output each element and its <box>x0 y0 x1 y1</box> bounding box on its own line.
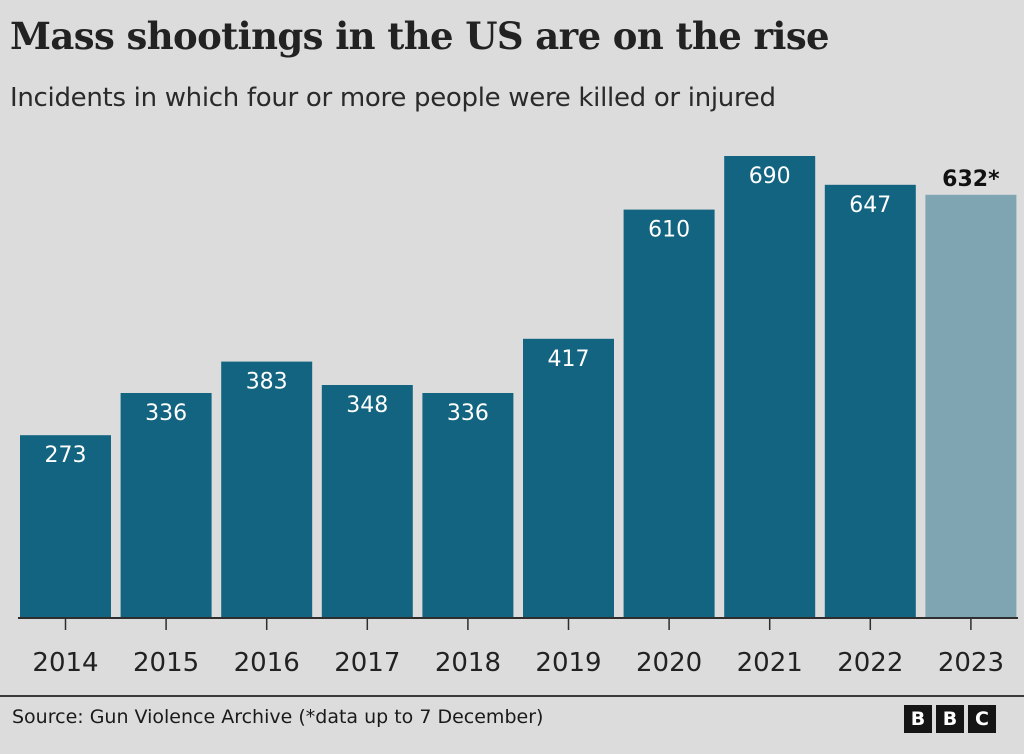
bar-2019 <box>523 338 614 618</box>
chart-title: Mass shootings in the US are on the rise <box>10 14 830 58</box>
value-label-2023: 632* <box>942 167 1000 192</box>
x-tick-label-2015: 2015 <box>133 648 199 678</box>
x-axis: 2014 2015 2016 2017 2018 2019 2020 2021 2022 2023 <box>18 617 1018 678</box>
value-label-2022: 647 <box>849 193 891 218</box>
value-label-2017: 348 <box>346 393 388 418</box>
bbc-logo-letter: B <box>904 705 932 733</box>
x-tick-label-2016: 2016 <box>234 648 300 678</box>
x-tick-label-2018: 2018 <box>435 648 501 678</box>
x-tick-label-2023: 2023 <box>938 648 1004 678</box>
bar-2016 <box>221 361 313 618</box>
bbc-logo-letter: B <box>936 705 964 733</box>
bar-2020 <box>623 209 715 618</box>
source-note: Source: Gun Violence Archive (*data up t… <box>12 706 544 728</box>
value-label-2015: 336 <box>145 401 187 426</box>
bbc-logo: B B C <box>904 705 996 733</box>
bar-2015 <box>120 393 212 618</box>
x-tick-label-2017: 2017 <box>334 648 400 678</box>
value-label-2014: 273 <box>45 443 87 468</box>
value-label-2020: 610 <box>648 218 690 243</box>
bar-2023 <box>925 194 1017 619</box>
value-label-2021: 690 <box>749 164 791 189</box>
bar-2021 <box>724 156 816 618</box>
x-tick-label-2022: 2022 <box>837 648 903 678</box>
bar-2017 <box>321 385 413 618</box>
footer-divider <box>0 695 1024 697</box>
value-label-2019: 417 <box>548 347 590 372</box>
value-label-2018: 336 <box>447 401 489 426</box>
bbc-logo-letter: C <box>968 705 996 733</box>
x-tick-label-2020: 2020 <box>636 648 702 678</box>
x-tick-label-2019: 2019 <box>535 648 601 678</box>
value-label-2016: 383 <box>246 370 288 395</box>
bar-2022 <box>824 184 916 619</box>
x-tick-label-2021: 2021 <box>737 648 803 678</box>
bars-layer <box>20 156 1017 619</box>
chart-subtitle: Incidents in which four or more people w… <box>10 83 776 113</box>
bar-2014 <box>20 435 111 618</box>
bar-2018 <box>422 393 514 618</box>
value-labels-layer: 273 336 383 348 336 417 610 690 647 632* <box>45 164 1001 468</box>
x-tick-label-2014: 2014 <box>32 648 98 678</box>
